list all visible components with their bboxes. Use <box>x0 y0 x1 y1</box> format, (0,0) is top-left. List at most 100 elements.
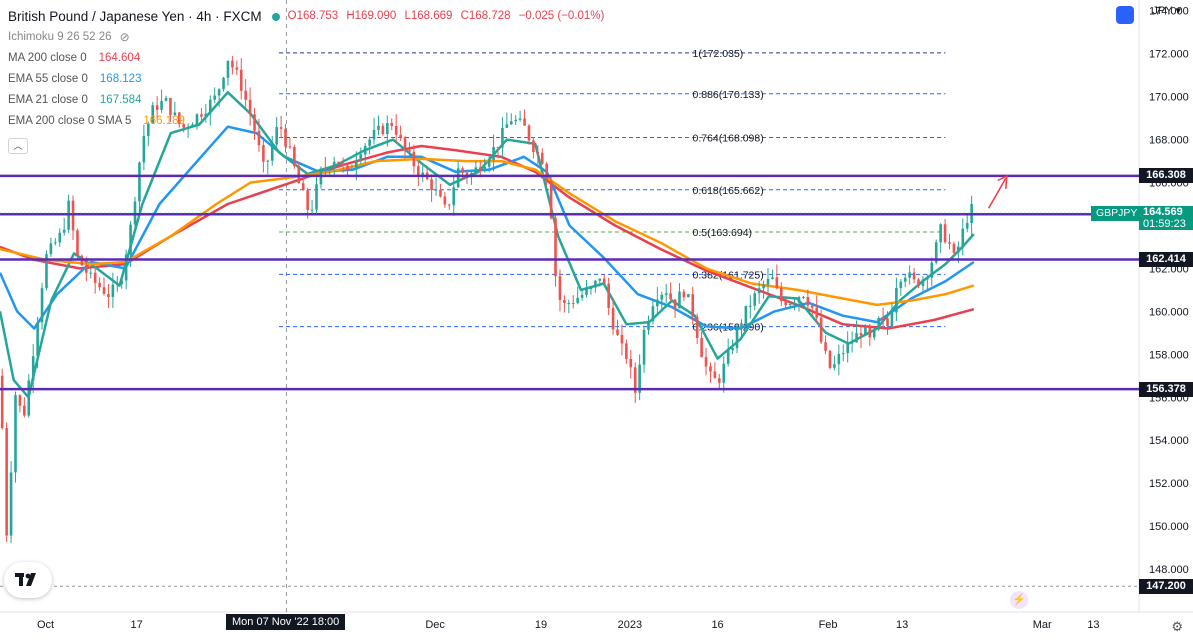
candle-body <box>328 168 332 170</box>
candle-body <box>54 242 57 244</box>
y-tick-label: 150.000 <box>1149 521 1189 533</box>
candle-body <box>164 98 168 101</box>
x-tick-label: 13 <box>1087 619 1099 631</box>
candle-body <box>142 135 146 163</box>
market-status-dot <box>271 12 280 21</box>
candle-body <box>186 127 190 129</box>
candle-body <box>691 294 695 317</box>
candle-body <box>386 123 389 135</box>
candle-body <box>332 161 336 169</box>
ohlc-values: O168.753 H169.090 L168.669 C168.728 −0.0… <box>288 6 610 27</box>
candle-body <box>757 288 761 294</box>
candle-body <box>315 184 318 210</box>
candle-body <box>111 284 115 297</box>
flash-icon[interactable]: ⚡ <box>1010 591 1028 609</box>
candle-body <box>779 287 783 302</box>
candle-body <box>638 364 641 393</box>
symbol-price-tag: GBPJPY <box>1091 206 1143 222</box>
candle-body <box>815 307 819 318</box>
candle-body <box>390 123 394 127</box>
candle-body <box>682 291 686 298</box>
candle-body <box>483 166 487 172</box>
indicator-row-ema21[interactable]: EMA 21 close 0 167.584 <box>8 90 609 111</box>
candle-body <box>102 287 106 294</box>
candle-body <box>660 294 664 300</box>
candle-body <box>239 69 243 91</box>
candle-body <box>514 119 517 122</box>
currency-selector[interactable]: JPY ▾ <box>1152 4 1181 17</box>
candle-body <box>173 112 177 115</box>
target-arrow-line <box>987 177 1007 209</box>
candle-body <box>505 124 509 128</box>
candle-body <box>532 140 535 153</box>
chart-settings-icon[interactable] <box>1116 6 1134 24</box>
x-tick-label: 13 <box>896 619 908 631</box>
candle-body <box>195 114 199 125</box>
candle-body <box>412 151 416 167</box>
gear-icon[interactable]: ⚙ <box>1171 619 1183 634</box>
candle-body <box>713 371 717 379</box>
candle-body <box>155 105 159 110</box>
candle-body <box>616 329 619 335</box>
candle-body <box>585 289 588 295</box>
indicator-row-ema55[interactable]: EMA 55 close 0 168.123 <box>8 69 609 90</box>
candle-body <box>124 254 128 281</box>
candle-body <box>545 163 548 181</box>
candle-body <box>934 242 938 263</box>
candle-body <box>266 160 270 162</box>
candle-body <box>722 363 726 383</box>
candle-body <box>806 296 810 306</box>
candle-body <box>253 114 256 131</box>
candle-body <box>341 163 345 166</box>
candle-body <box>116 284 119 286</box>
candle-body <box>943 224 947 243</box>
candle-body <box>753 293 757 306</box>
y-tick-label: 172.000 <box>1149 49 1189 61</box>
candle-body <box>709 366 712 372</box>
candle-body <box>288 146 292 148</box>
candle-body <box>872 329 876 338</box>
candle-body <box>14 395 17 473</box>
collapse-legend-button[interactable]: ︿ <box>8 138 28 154</box>
indicator-row-ichimoku[interactable]: Ichimoku 9 26 52 26 ⊘ <box>8 27 609 48</box>
candle-body <box>138 162 141 202</box>
candle-body <box>775 277 779 288</box>
tradingview-logo-icon[interactable] <box>4 562 52 598</box>
candle-body <box>629 358 633 368</box>
fib-level-label: 1(172.035) <box>693 48 744 60</box>
candle-body <box>492 146 495 160</box>
candle-body <box>430 179 433 191</box>
candle-body <box>262 145 265 162</box>
indicator-value: 166.189 <box>143 115 185 127</box>
candle-body <box>226 60 230 78</box>
indicator-row-ema200[interactable]: EMA 200 close 0 SMA 5 166.189 <box>8 111 609 132</box>
candle-body <box>9 472 13 536</box>
candle-body <box>301 183 305 191</box>
price-level-label: 166.308 <box>1139 168 1193 184</box>
candle-body <box>89 272 93 274</box>
candle-body <box>952 243 956 253</box>
candle-body <box>49 243 53 255</box>
candle-body <box>217 89 221 96</box>
symbol-title[interactable]: British Pound / Japanese Yen · 4h · FXCM <box>8 9 262 24</box>
candle-body <box>917 279 920 286</box>
candle-body <box>487 159 491 167</box>
candle-body <box>284 128 287 147</box>
eye-off-icon[interactable]: ⊘ <box>119 30 130 44</box>
candle-body <box>381 125 385 135</box>
candle-body <box>107 293 110 297</box>
indicator-row-ma200[interactable]: MA 200 close 0 164.604 <box>8 48 609 69</box>
candle-body <box>957 246 960 253</box>
candle-body <box>802 296 805 298</box>
candle-body <box>846 343 849 354</box>
candle-body <box>363 145 367 155</box>
candle-body <box>244 90 247 100</box>
x-tick-label: 16 <box>711 619 723 631</box>
candle-body <box>563 299 566 304</box>
indicator-label: MA 200 close 0 <box>8 52 87 64</box>
candle-body <box>771 277 774 279</box>
candle-body <box>594 280 597 288</box>
symbol-row: British Pound / Japanese Yen · 4h · FXCM… <box>8 6 609 27</box>
candle-body <box>399 134 402 138</box>
